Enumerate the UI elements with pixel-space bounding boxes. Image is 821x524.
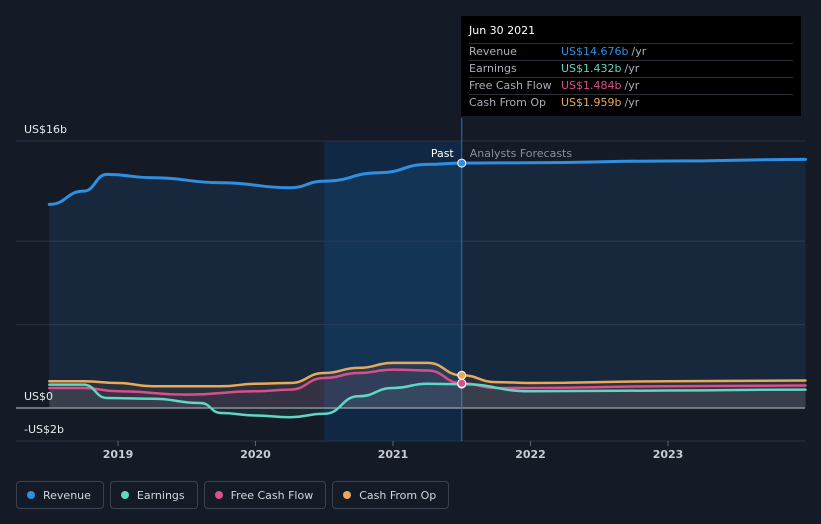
tooltip-row: Cash From Op US$1.959b/yr	[469, 94, 793, 111]
tooltip-row: Free Cash Flow US$1.484b/yr	[469, 77, 793, 94]
legend-item-label: Free Cash Flow	[230, 488, 314, 502]
x-tick-label: 2022	[515, 448, 546, 461]
legend-item-cash-from-op[interactable]: Cash From Op	[332, 481, 450, 509]
legend-item-earnings[interactable]: Earnings	[109, 481, 198, 509]
tooltip-row-unit: /yr	[624, 62, 640, 75]
x-tick-label: 2023	[653, 448, 684, 461]
series-line-earnings	[48, 382, 807, 419]
legend-dot-icon	[214, 491, 223, 499]
tooltip-row-label: Free Cash Flow	[469, 79, 552, 92]
tooltip-row-unit: /yr	[624, 96, 640, 109]
legend-dot-icon	[343, 491, 352, 499]
forecast-label: Analysts Forecasts	[470, 147, 573, 160]
series-line-cash-from-op	[48, 361, 807, 388]
past-highlight-band	[324, 141, 462, 441]
tooltip-row: Revenue US$14.676b/yr	[469, 43, 793, 60]
legend-dot-icon	[120, 491, 129, 499]
point-marker-cash-from-op	[457, 370, 467, 380]
legend-item-label: Earnings	[136, 488, 185, 502]
tooltip-row-value: US$1.432b	[561, 62, 622, 75]
legend-item-label: Cash From Op	[359, 488, 437, 502]
past-label: Past	[431, 147, 455, 160]
area-layer	[49, 159, 806, 418]
tooltip-row-value: US$14.676b	[561, 45, 629, 58]
legend: Revenue Earnings Free Cash Flow Cash From O…	[16, 481, 450, 509]
legend-item-label: Revenue	[43, 488, 91, 502]
marker-layer	[457, 158, 467, 389]
series-area-free-cash-flow	[49, 369, 806, 408]
legend-item-revenue[interactable]: Revenue	[16, 481, 104, 509]
point-marker-revenue	[457, 158, 467, 168]
tooltip-row-unit: /yr	[631, 45, 647, 58]
x-tick-label: 2019	[103, 448, 134, 461]
tooltip-row-label: Cash From Op	[469, 96, 547, 109]
series-layer	[47, 157, 807, 419]
series-area-cash-from-op	[49, 362, 806, 408]
tooltip-row-value: US$1.959b	[561, 96, 622, 109]
series-area-earnings	[49, 383, 806, 418]
x-tick-label: 2020	[240, 448, 271, 461]
tooltip-row: Earnings US$1.432b/yr	[469, 60, 793, 77]
y-axis-label-top: US$16b	[24, 123, 67, 136]
legend-dot-icon	[27, 491, 35, 499]
tooltip-row-label: Earnings	[469, 62, 517, 75]
series-line-revenue	[47, 157, 807, 206]
text-layer: US$16b US$0 -US$2b Past Analysts Forecasts 20…	[24, 123, 683, 461]
tooltip-row-value: US$1.484b	[561, 79, 622, 92]
y-axis-label-bottom: -US$2b	[24, 423, 64, 436]
grid-layer	[16, 118, 805, 442]
tooltip-panel: Jun 30 2021 Revenue US$14.676b/yr Earnings…	[461, 16, 801, 116]
tooltip-row-label: Revenue	[469, 45, 517, 58]
series-area-revenue	[49, 159, 806, 408]
y-axis-label-zero: US$0	[24, 390, 53, 403]
tooltip-date: Jun 30 2021	[469, 24, 536, 37]
tooltip-row-unit: /yr	[624, 79, 640, 92]
tooltip-rows: Revenue US$14.676b/yr Earnings US$1.432b/yr…	[469, 43, 793, 111]
legend-item-free-cash-flow[interactable]: Free Cash Flow	[203, 481, 327, 509]
point-marker-free-cash-flow	[457, 378, 467, 388]
series-line-free-cash-flow	[48, 368, 807, 396]
x-tick-label: 2021	[378, 448, 409, 461]
